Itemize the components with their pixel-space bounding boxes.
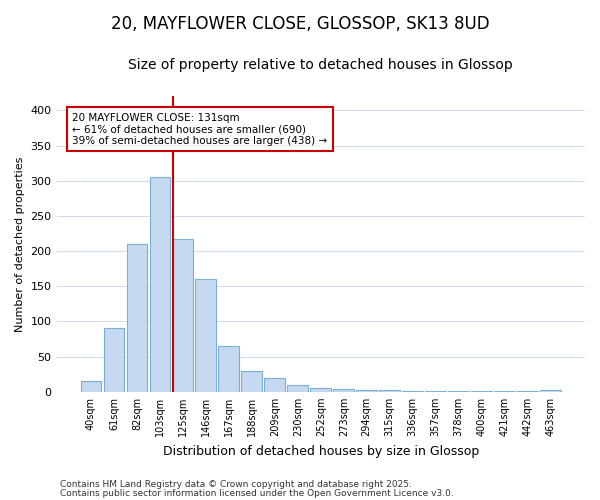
Bar	[218, 346, 239, 392]
Title: Size of property relative to detached houses in Glossop: Size of property relative to detached ho…	[128, 58, 513, 71]
Bar	[425, 391, 446, 392]
Bar	[379, 390, 400, 392]
X-axis label: Distribution of detached houses by size in Glossop: Distribution of detached houses by size …	[163, 444, 479, 458]
Bar	[356, 390, 377, 392]
Bar	[517, 391, 538, 392]
Bar	[287, 385, 308, 392]
Bar	[149, 177, 170, 392]
Bar	[540, 390, 561, 392]
Bar	[265, 378, 285, 392]
Text: 20 MAYFLOWER CLOSE: 131sqm
← 61% of detached houses are smaller (690)
39% of sem: 20 MAYFLOWER CLOSE: 131sqm ← 61% of deta…	[73, 112, 328, 146]
Bar	[196, 279, 216, 392]
Bar	[80, 382, 101, 392]
Bar	[448, 391, 469, 392]
Bar	[104, 328, 124, 392]
Text: 20, MAYFLOWER CLOSE, GLOSSOP, SK13 8UD: 20, MAYFLOWER CLOSE, GLOSSOP, SK13 8UD	[110, 15, 490, 33]
Bar	[472, 391, 492, 392]
Bar	[241, 370, 262, 392]
Bar	[334, 389, 354, 392]
Y-axis label: Number of detached properties: Number of detached properties	[15, 156, 25, 332]
Text: Contains HM Land Registry data © Crown copyright and database right 2025.: Contains HM Land Registry data © Crown c…	[60, 480, 412, 489]
Bar	[494, 391, 515, 392]
Bar	[403, 391, 423, 392]
Text: Contains public sector information licensed under the Open Government Licence v3: Contains public sector information licen…	[60, 489, 454, 498]
Bar	[127, 244, 147, 392]
Bar	[173, 239, 193, 392]
Bar	[310, 388, 331, 392]
